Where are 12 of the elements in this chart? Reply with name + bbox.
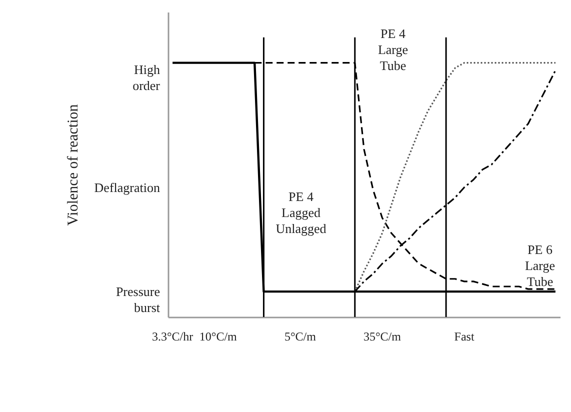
x-tick-label: Fast [454, 330, 475, 344]
x-tick-label: 5°C/m [284, 330, 317, 344]
annotation: PE 6 Large Tube [524, 242, 556, 289]
annotation: PE 4 Large Tube [378, 26, 408, 73]
annotation: PE 4 Lagged Unlagged [276, 189, 327, 236]
text: Deflagration [94, 180, 160, 195]
text: Pressure burst [116, 284, 160, 315]
x-tick-label: 3.3°C/hr [152, 330, 194, 344]
x-tick-label: 35°C/m [363, 330, 402, 344]
text: High order [132, 62, 161, 93]
y-axis-title: Violence of reaction [66, 104, 82, 226]
x-tick-label: 10°C/m [199, 330, 238, 344]
